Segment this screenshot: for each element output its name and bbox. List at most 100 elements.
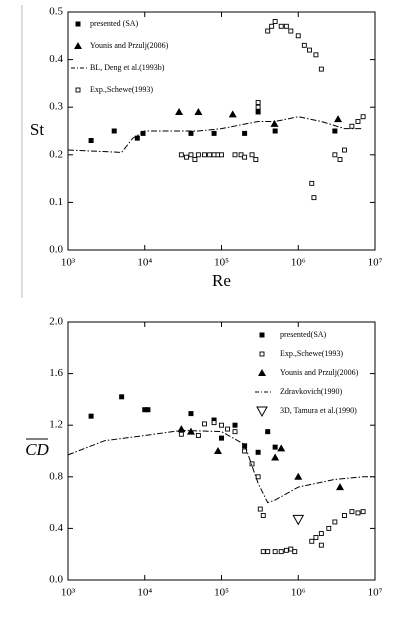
marker bbox=[277, 444, 286, 452]
marker bbox=[295, 33, 301, 39]
marker bbox=[271, 453, 280, 461]
x-tick-label: 10⁶ bbox=[291, 587, 306, 599]
marker bbox=[272, 19, 278, 24]
marker bbox=[211, 420, 217, 426]
marker bbox=[242, 448, 248, 454]
y-axis-label: St bbox=[30, 120, 44, 139]
marker bbox=[211, 417, 217, 423]
marker bbox=[288, 28, 294, 34]
marker bbox=[332, 128, 338, 134]
marker bbox=[270, 119, 279, 127]
marker bbox=[265, 549, 271, 555]
marker bbox=[337, 157, 343, 163]
marker bbox=[257, 506, 263, 512]
marker bbox=[242, 154, 248, 160]
legend-label: presented (SA) bbox=[90, 19, 139, 28]
marker bbox=[318, 531, 324, 537]
marker bbox=[309, 538, 315, 544]
x-tick-label: 10⁵ bbox=[214, 257, 229, 269]
marker bbox=[256, 406, 268, 418]
marker bbox=[260, 513, 266, 518]
marker bbox=[278, 23, 284, 29]
marker bbox=[260, 549, 266, 555]
marker bbox=[272, 128, 278, 134]
legend-label: presented(SA) bbox=[280, 330, 327, 339]
marker bbox=[342, 513, 347, 518]
marker bbox=[188, 411, 194, 417]
y-tick-label: 0.2 bbox=[49, 148, 63, 160]
marker bbox=[360, 509, 366, 515]
y-tick-label: 0.4 bbox=[49, 53, 63, 65]
marker bbox=[265, 28, 271, 34]
marker bbox=[255, 109, 261, 115]
legend-label: 3D, Tamura et al.(1990) bbox=[280, 406, 357, 415]
x-tick-label: 10⁵ bbox=[214, 587, 229, 599]
y-tick-label: 0.8 bbox=[49, 470, 63, 482]
x-tick-label: 10⁶ bbox=[291, 257, 306, 269]
marker bbox=[332, 519, 338, 525]
marker bbox=[178, 152, 184, 158]
marker bbox=[195, 433, 201, 438]
marker bbox=[186, 427, 195, 435]
x-tick-label: 10³ bbox=[61, 257, 76, 269]
marker bbox=[228, 110, 237, 118]
marker bbox=[88, 413, 94, 419]
series-line bbox=[67, 116, 364, 153]
marker bbox=[88, 138, 94, 144]
x-tick-label: 10⁴ bbox=[137, 587, 152, 599]
marker bbox=[332, 152, 338, 158]
marker bbox=[283, 547, 289, 553]
marker bbox=[309, 180, 315, 186]
legend-label: Younis and Przulj(2006) bbox=[90, 41, 169, 50]
x-tick-label: 10⁷ bbox=[368, 257, 383, 269]
y-tick-label: 0.0 bbox=[49, 574, 63, 586]
marker bbox=[301, 42, 307, 48]
y-tick-label: 2.0 bbox=[49, 316, 63, 328]
marker bbox=[249, 152, 255, 158]
marker bbox=[349, 123, 355, 129]
legend-label: BL, Deng et al.(1993b) bbox=[90, 63, 165, 72]
marker bbox=[177, 425, 186, 433]
y-tick-label: 1.2 bbox=[49, 419, 63, 431]
marker bbox=[202, 421, 207, 427]
marker bbox=[75, 21, 81, 27]
legend-label: Exp.,Schewe(1993) bbox=[90, 85, 153, 94]
marker bbox=[259, 351, 265, 357]
marker bbox=[288, 546, 294, 552]
marker bbox=[307, 47, 312, 53]
marker bbox=[232, 429, 238, 435]
y-tick-label: 1.6 bbox=[49, 367, 63, 379]
marker bbox=[355, 510, 361, 516]
marker bbox=[283, 23, 289, 29]
marker bbox=[219, 152, 224, 158]
marker bbox=[188, 130, 194, 136]
y-tick-label: 0.5 bbox=[49, 6, 63, 18]
y-tick-label: 0.0 bbox=[49, 244, 63, 256]
marker bbox=[278, 549, 284, 555]
marker bbox=[259, 332, 265, 338]
marker bbox=[355, 119, 361, 124]
marker bbox=[184, 154, 189, 160]
marker bbox=[265, 429, 271, 435]
marker bbox=[195, 152, 201, 158]
marker bbox=[292, 514, 305, 526]
marker bbox=[232, 422, 238, 428]
marker bbox=[178, 431, 184, 437]
marker bbox=[242, 130, 248, 136]
marker bbox=[269, 23, 275, 29]
marker bbox=[249, 461, 255, 467]
marker bbox=[211, 130, 217, 136]
marker bbox=[194, 107, 203, 115]
legend-label: Younis and Przulj(2006) bbox=[280, 368, 359, 377]
marker bbox=[142, 407, 148, 413]
marker bbox=[253, 157, 259, 163]
marker bbox=[313, 52, 319, 58]
marker bbox=[232, 152, 238, 158]
marker bbox=[255, 104, 261, 110]
marker bbox=[326, 525, 332, 531]
marker bbox=[318, 542, 324, 548]
marker bbox=[311, 195, 317, 201]
marker bbox=[140, 130, 146, 136]
